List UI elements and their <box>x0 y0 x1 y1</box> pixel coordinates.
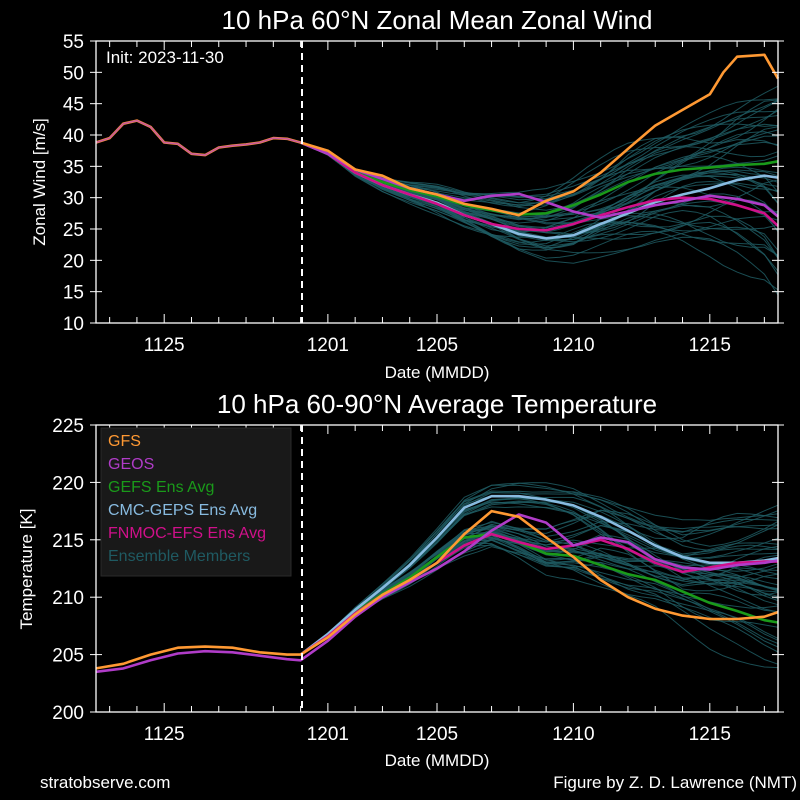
wind-y-tick-label: 10 <box>63 314 84 335</box>
temp-y-tick-label: 225 <box>52 416 84 437</box>
temp-y-tick-label: 210 <box>52 588 84 609</box>
wind-y-tick-label: 40 <box>63 126 84 147</box>
temp-series-cmc-geps-ens-avg <box>299 494 779 656</box>
temp-series-gfs <box>95 509 779 670</box>
temp-x-tick-label: 1210 <box>552 724 594 745</box>
footer-credit: Figure by Z. D. Lawrence (NMT) <box>553 773 797 792</box>
wind-series-analysis <box>95 119 301 157</box>
wind-x-tick-label: 1215 <box>689 335 731 356</box>
temp-series-geos <box>95 513 779 674</box>
wind-series-gfs <box>300 53 780 217</box>
wind-x-axis-label: Date (MMDD) <box>385 363 490 382</box>
temp-ensemble-member-line <box>300 524 779 656</box>
wind-series-fnmoc-efs-ens-avg <box>300 141 779 232</box>
legend-item-geos: GEOS <box>108 456 154 473</box>
legend-item-cmc-geps-ens-avg: CMC-GEPS Ens Avg <box>108 502 257 519</box>
legend-item-ensemble-members: Ensemble Members <box>108 548 250 565</box>
wind-ensemble-member-line <box>300 142 779 242</box>
wind-y-tick-label: 55 <box>63 32 84 53</box>
wind-series-gefs-ens-avg <box>300 141 779 216</box>
wind-y-tick-label: 35 <box>63 157 84 178</box>
temp-ensemble-member-line <box>300 482 779 655</box>
wind-ensemble-member-line <box>300 142 779 251</box>
temp-series-lines <box>95 494 779 674</box>
wind-chart-title: 10 hPa 60°N Zonal Mean Zonal Wind <box>222 5 653 35</box>
wind-x-tick-label: 1201 <box>307 335 349 356</box>
temperature-chart: 10 hPa 60-90°N Average Temperature 1125 1… <box>17 389 784 770</box>
wind-series-lines <box>95 53 780 240</box>
temp-legend: GFS GEOS GEFS Ens Avg CMC-GEPS Ens Avg FNMOC… <box>100 427 292 577</box>
temp-y-tick-label: 220 <box>52 473 84 494</box>
wind-ensemble-member-line <box>300 142 779 296</box>
temp-x-tick-label: 1201 <box>307 724 349 745</box>
temp-axes: 1125 1201 1205 1210 1215 200 205 210 215 220 225 <box>52 416 784 745</box>
temp-y-tick-label: 200 <box>52 703 84 724</box>
temp-y-axis-label: Temperature [K] <box>17 509 36 630</box>
legend-box <box>100 427 292 577</box>
temp-x-tick-label: 1125 <box>144 724 185 745</box>
wind-ensemble-member-line <box>300 142 779 241</box>
wind-init-annotation: Init: 2023-11-30 <box>106 48 224 67</box>
temp-y-tick-label: 215 <box>52 531 84 552</box>
temp-x-tick-label: 1215 <box>689 724 731 745</box>
wind-ensemble-member-line <box>300 142 779 264</box>
wind-ensemble-member-line <box>300 123 779 207</box>
wind-ensemble-members <box>300 85 779 296</box>
wind-y-axis-label: Zonal Wind [m/s] <box>30 118 49 246</box>
legend-item-fnmoc-efs-ens-avg: FNMOC-EFS Ens Avg <box>108 525 266 542</box>
wind-y-tick-label: 45 <box>63 95 84 116</box>
zonal-wind-chart: 10 hPa 60°N Zonal Mean Zonal Wind 1125 12… <box>30 5 784 382</box>
wind-series-analysis-overlay <box>95 119 301 156</box>
wind-axes: 1125 1201 1205 1210 1215 10 15 20 25 30 35 40 45 50 55 <box>63 32 784 356</box>
temp-chart-title: 10 hPa 60-90°N Average Temperature <box>217 389 657 419</box>
temp-ensemble-member-line <box>300 512 779 656</box>
wind-y-tick-label: 50 <box>63 63 84 84</box>
wind-x-tick-label: 1125 <box>144 335 185 356</box>
legend-item-gfs: GFS <box>108 433 141 450</box>
temp-ensemble-member-line <box>300 490 779 655</box>
wind-x-tick-label: 1205 <box>416 335 458 356</box>
temp-x-axis-label: Date (MMDD) <box>385 751 490 770</box>
temp-ensemble-members <box>300 482 779 669</box>
temp-x-tick-label: 1205 <box>416 724 458 745</box>
wind-y-tick-label: 20 <box>63 251 84 272</box>
wind-x-tick-label: 1210 <box>552 335 594 356</box>
wind-y-tick-label: 15 <box>63 283 84 304</box>
legend-item-gefs-ens-avg: GEFS Ens Avg <box>108 479 214 496</box>
temp-ensemble-member-line <box>300 521 779 655</box>
wind-y-tick-label: 30 <box>63 189 84 210</box>
temp-y-tick-label: 205 <box>52 646 84 667</box>
wind-y-tick-label: 25 <box>63 220 84 241</box>
wind-series-cmc-geps-ens-avg <box>300 141 779 240</box>
footer-site: stratobserve.com <box>40 773 170 792</box>
